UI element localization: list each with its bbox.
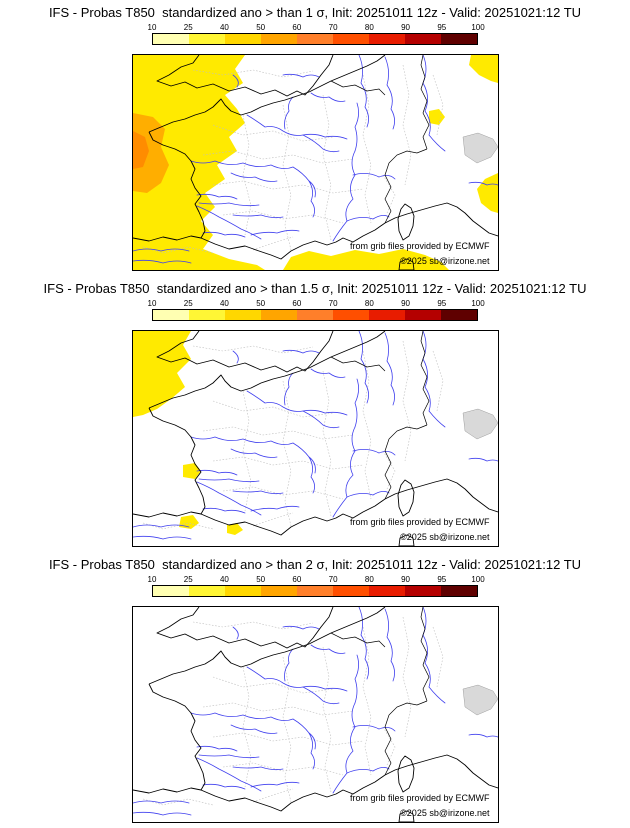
panel-title: IFS - Probas T850 standardized ano > tha… [48, 557, 582, 572]
colorbar-segment [225, 34, 261, 44]
colorbar-tick: 50 [256, 299, 266, 308]
map-svg [132, 55, 498, 270]
colorbar-gradient [152, 309, 478, 321]
colorbar-ticks: 10 25 40 50 60 70 80 90 95 100 [148, 575, 485, 585]
colorbar-tick: 90 [401, 575, 411, 584]
map-svg [132, 331, 498, 546]
colorbar-segment [405, 310, 441, 320]
map-sigma-1-5: from grib files provided by ECMWF ©2025 … [131, 330, 499, 547]
colorbar-tick: 25 [183, 575, 193, 584]
colorbar-tick: 25 [183, 23, 193, 32]
colorbar-segment [153, 586, 189, 596]
colorbar-tick: 40 [219, 299, 229, 308]
colorbar-segment [261, 34, 297, 44]
colorbar-segment [333, 310, 369, 320]
colorbar-tick: 80 [364, 575, 374, 584]
colorbar-segment [297, 310, 333, 320]
colorbar-gradient [152, 33, 478, 45]
panel-title: IFS - Probas T850 standardized ano > tha… [43, 281, 587, 296]
colorbar-segment [369, 310, 405, 320]
colorbar-segment [189, 310, 225, 320]
copyright-text: ©2025 sb@irizone.net [400, 256, 490, 266]
colorbar-segment [189, 34, 225, 44]
colorbar-tick: 90 [401, 23, 411, 32]
colorbar: 10 25 40 50 60 70 80 90 95 100 [148, 299, 485, 321]
colorbar-tick: 50 [256, 23, 266, 32]
colorbar-tick: 80 [364, 23, 374, 32]
colorbar-segment [441, 310, 477, 320]
copyright-text: ©2025 sb@irizone.net [400, 532, 490, 542]
colorbar-tick: 40 [219, 23, 229, 32]
colorbar-tick: 70 [328, 575, 338, 584]
ecmwf-credit: from grib files provided by ECMWF [349, 517, 490, 527]
panel-sigma-1: IFS - Probas T850 standardized ano > tha… [0, 0, 630, 276]
colorbar-tick: 40 [219, 575, 229, 584]
colorbar-segment [441, 586, 477, 596]
colorbar-tick: 60 [292, 23, 302, 32]
colorbar-gradient [152, 585, 478, 597]
colorbar-tick: 10 [147, 575, 157, 584]
colorbar-tick: 70 [328, 299, 338, 308]
panel-title: IFS - Probas T850 standardized ano > tha… [48, 5, 582, 20]
colorbar-ticks: 10 25 40 50 60 70 80 90 95 100 [148, 23, 485, 33]
panel-sigma-1-5: IFS - Probas T850 standardized ano > tha… [0, 276, 630, 552]
colorbar-segment [333, 34, 369, 44]
colorbar-tick: 10 [147, 299, 157, 308]
colorbar-tick: 60 [292, 575, 302, 584]
colorbar-segment [153, 34, 189, 44]
copyright-text: ©2025 sb@irizone.net [400, 808, 490, 818]
colorbar-segment [153, 310, 189, 320]
colorbar: 10 25 40 50 60 70 80 90 95 100 [148, 23, 485, 45]
ecmwf-credit: from grib files provided by ECMWF [349, 793, 490, 803]
colorbar-tick: 100 [471, 575, 485, 584]
colorbar-tick: 90 [401, 299, 411, 308]
colorbar-segment [405, 586, 441, 596]
colorbar-segment [297, 586, 333, 596]
colorbar: 10 25 40 50 60 70 80 90 95 100 [148, 575, 485, 597]
colorbar-segment [189, 586, 225, 596]
map-sigma-2: from grib files provided by ECMWF ©2025 … [131, 606, 499, 823]
colorbar-tick: 70 [328, 23, 338, 32]
colorbar-tick: 60 [292, 299, 302, 308]
colorbar-segment [261, 586, 297, 596]
colorbar-tick: 95 [437, 575, 447, 584]
colorbar-segment [225, 586, 261, 596]
colorbar-tick: 100 [471, 23, 485, 32]
colorbar-tick: 50 [256, 575, 266, 584]
colorbar-tick: 25 [183, 299, 193, 308]
panel-sigma-2: IFS - Probas T850 standardized ano > tha… [0, 552, 630, 828]
colorbar-ticks: 10 25 40 50 60 70 80 90 95 100 [148, 299, 485, 309]
colorbar-tick: 10 [147, 23, 157, 32]
colorbar-segment [405, 34, 441, 44]
colorbar-segment [333, 586, 369, 596]
colorbar-segment [297, 34, 333, 44]
ecmwf-credit: from grib files provided by ECMWF [349, 241, 490, 251]
colorbar-tick: 100 [471, 299, 485, 308]
colorbar-segment [261, 310, 297, 320]
colorbar-tick: 95 [437, 299, 447, 308]
colorbar-tick: 80 [364, 299, 374, 308]
colorbar-segment [441, 34, 477, 44]
colorbar-segment [369, 34, 405, 44]
colorbar-segment [369, 586, 405, 596]
map-svg [132, 607, 498, 822]
colorbar-segment [225, 310, 261, 320]
colorbar-tick: 95 [437, 23, 447, 32]
map-sigma-1: from grib files provided by ECMWF ©2025 … [131, 54, 499, 271]
